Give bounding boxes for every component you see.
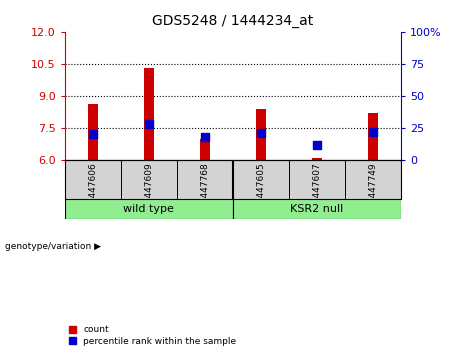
FancyBboxPatch shape	[233, 199, 401, 219]
Point	[89, 132, 96, 137]
Point	[313, 142, 321, 148]
Point	[201, 134, 208, 140]
Bar	[88, 104, 98, 160]
Title: GDS5248 / 1444234_at: GDS5248 / 1444234_at	[152, 14, 313, 28]
Text: GSM447768: GSM447768	[200, 162, 209, 217]
Text: KSR2 null: KSR2 null	[290, 204, 343, 214]
Bar	[312, 158, 322, 160]
Point	[257, 130, 265, 136]
Legend: count, percentile rank within the sample: count, percentile rank within the sample	[69, 325, 236, 346]
Point	[145, 121, 152, 127]
Text: wild type: wild type	[123, 204, 174, 214]
Bar	[368, 113, 378, 160]
Text: GSM447609: GSM447609	[144, 162, 153, 217]
Text: GSM447607: GSM447607	[313, 162, 321, 217]
Bar	[200, 139, 210, 160]
Point	[369, 129, 377, 135]
FancyBboxPatch shape	[65, 199, 233, 219]
Text: genotype/variation ▶: genotype/variation ▶	[5, 241, 100, 251]
Text: GSM447605: GSM447605	[256, 162, 266, 217]
Bar	[144, 68, 154, 160]
Text: GSM447606: GSM447606	[88, 162, 97, 217]
Bar	[256, 109, 266, 160]
Text: GSM447749: GSM447749	[368, 162, 378, 217]
